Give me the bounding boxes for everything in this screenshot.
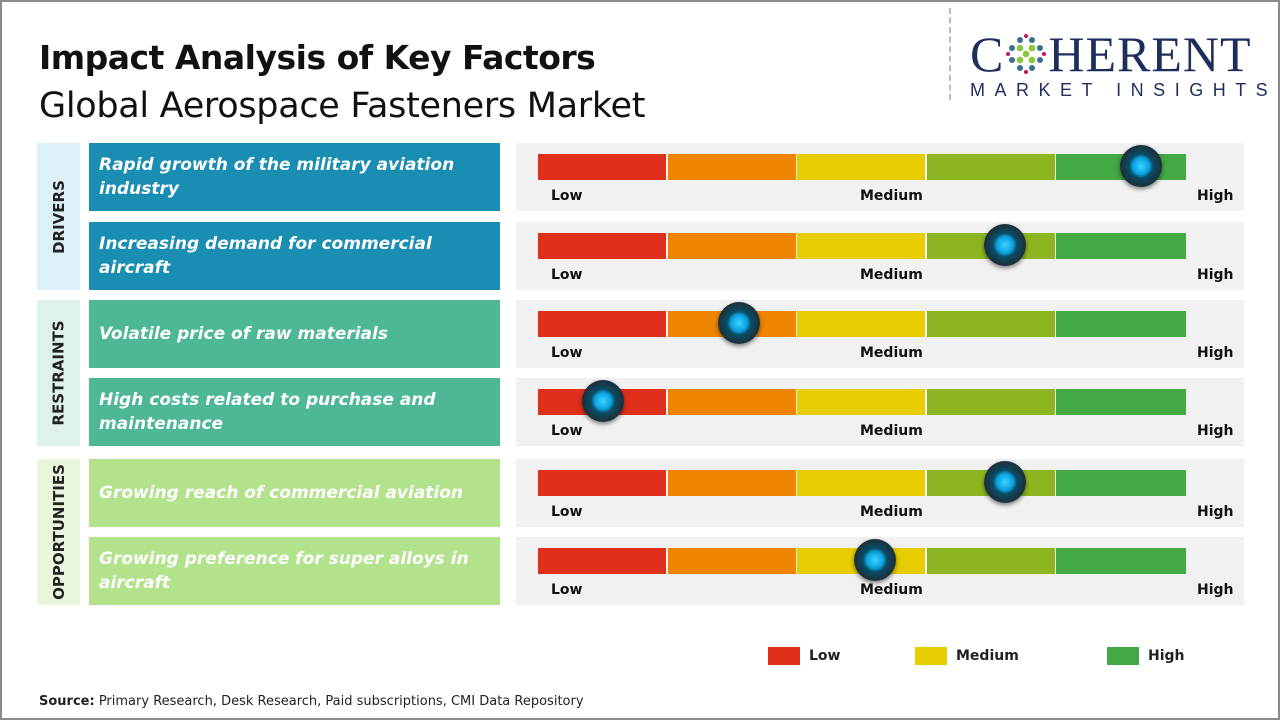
scale-low-label: Low	[551, 504, 583, 520]
impact-indicator-knob	[717, 302, 760, 344]
globe-dots-icon	[1006, 34, 1047, 74]
gauge-segment	[797, 311, 926, 337]
gauge-segment	[797, 389, 926, 415]
legend-medium: Medium	[915, 647, 1019, 665]
gauge-segment	[1056, 470, 1186, 496]
gauge-segment	[926, 154, 1055, 180]
impact-gauge: Low Medium High	[516, 300, 1244, 368]
factor-label: Growing preference for super alloys in a…	[89, 537, 500, 605]
source-text: Primary Research, Desk Research, Paid su…	[94, 694, 584, 709]
scale-high-label: High	[1197, 423, 1234, 439]
gauge-segment	[538, 311, 666, 337]
scale-low-label: Low	[551, 188, 583, 204]
legend-label: Medium	[956, 648, 1019, 664]
scale-low-label: Low	[551, 267, 583, 283]
factor-label: Rapid growth of the military aviation in…	[89, 143, 500, 211]
scale-high-label: High	[1197, 267, 1234, 283]
legend-label: Low	[809, 648, 841, 664]
page-subtitle: Global Aerospace Fasteners Market	[39, 86, 646, 126]
gauge-segment	[667, 470, 796, 496]
scale-high-label: High	[1197, 504, 1234, 520]
factor-label: High costs related to purchase and maint…	[89, 378, 500, 446]
gauge-segment	[1056, 548, 1186, 574]
gauge-segment	[667, 154, 796, 180]
logo-divider	[949, 8, 951, 100]
scale-medium-label: Medium	[860, 582, 923, 598]
gauge-segment	[538, 548, 666, 574]
scale-medium-label: Medium	[860, 423, 923, 439]
impact-gauge: Low Medium High	[516, 537, 1244, 605]
legend-high: High	[1107, 647, 1185, 665]
gauge-segment	[926, 548, 1055, 574]
scale-high-label: High	[1197, 582, 1234, 598]
gauge-segment	[538, 470, 666, 496]
gauge-segment	[667, 233, 796, 259]
logo-subtext: MARKET INSIGHTS	[970, 80, 1278, 100]
group-label-text: OPPORTUNITIES	[49, 464, 68, 600]
gauge-segment	[1056, 233, 1186, 259]
scale-high-label: High	[1197, 345, 1234, 361]
gauge-segment	[667, 389, 796, 415]
group-label-drivers: DRIVERS	[37, 143, 80, 290]
legend-low: Low	[768, 647, 840, 665]
legend-label: High	[1148, 648, 1185, 664]
gauge-segment	[1056, 389, 1186, 415]
gauge-segment	[797, 154, 926, 180]
scale-high-label: High	[1197, 188, 1234, 204]
group-label-restraints: RESTRAINTS	[37, 300, 80, 446]
gauge-segment	[797, 470, 926, 496]
gauge-segment	[538, 154, 666, 180]
source-note: Source: Primary Research, Desk Research,…	[39, 694, 584, 709]
impact-gauge: Low Medium High	[516, 378, 1244, 446]
gauge-segment	[797, 233, 926, 259]
legend-swatch	[1107, 647, 1139, 665]
source-label: Source:	[39, 694, 95, 709]
impact-indicator-knob	[983, 461, 1026, 503]
impact-gauge: Low Medium High	[516, 459, 1244, 527]
scale-medium-label: Medium	[860, 345, 923, 361]
scale-medium-label: Medium	[860, 188, 923, 204]
impact-indicator-knob	[983, 224, 1026, 266]
scale-medium-label: Medium	[860, 267, 923, 283]
group-label-opportunities: OPPORTUNITIES	[37, 459, 80, 605]
gauge-segment	[926, 389, 1055, 415]
scale-medium-label: Medium	[860, 504, 923, 520]
scale-low-label: Low	[551, 345, 583, 361]
gauge-segment	[538, 233, 666, 259]
logo: C HERENT MARKET INSIGHTS	[970, 26, 1278, 100]
gauge-segment	[667, 548, 796, 574]
factor-label: Increasing demand for commercial aircraf…	[89, 222, 500, 290]
impact-indicator-knob	[581, 380, 624, 422]
legend-swatch	[915, 647, 947, 665]
group-label-text: RESTRAINTS	[49, 320, 68, 426]
impact-gauge: Low Medium High	[516, 222, 1244, 290]
page-title: Impact Analysis of Key Factors	[39, 38, 596, 77]
logo-text: HERENT	[1048, 26, 1252, 82]
gauge-segment	[926, 311, 1055, 337]
scale-low-label: Low	[551, 582, 583, 598]
factor-label: Volatile price of raw materials	[89, 300, 500, 368]
group-label-text: DRIVERS	[49, 179, 68, 254]
legend-swatch	[768, 647, 800, 665]
factor-label: Growing reach of commercial aviation	[89, 459, 500, 527]
gauge-segment	[1056, 311, 1186, 337]
impact-gauge: Low Medium High	[516, 143, 1244, 211]
scale-low-label: Low	[551, 423, 583, 439]
impact-indicator-knob	[853, 539, 896, 581]
impact-indicator-knob	[1119, 145, 1162, 187]
